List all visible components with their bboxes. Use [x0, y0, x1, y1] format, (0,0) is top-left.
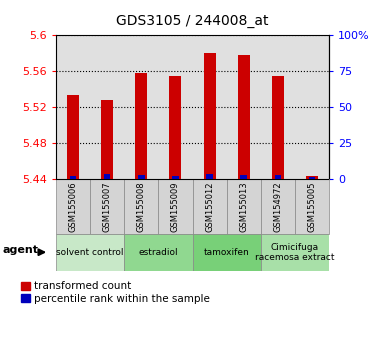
Bar: [192, 234, 261, 271]
Text: GSM155013: GSM155013: [239, 182, 248, 232]
Bar: [124, 234, 192, 271]
Bar: [261, 179, 295, 234]
Bar: [138, 175, 144, 179]
Text: GSM155009: GSM155009: [171, 182, 180, 232]
Bar: [206, 174, 213, 179]
Bar: [227, 35, 261, 179]
Bar: [124, 179, 158, 234]
Bar: [227, 179, 261, 234]
Bar: [158, 35, 192, 179]
Text: GSM155007: GSM155007: [102, 182, 112, 232]
Bar: [158, 179, 192, 234]
Bar: [192, 179, 227, 234]
Text: solvent control: solvent control: [56, 248, 124, 257]
Text: GSM154972: GSM154972: [273, 182, 283, 232]
Bar: [172, 176, 179, 179]
Bar: [261, 234, 329, 271]
Legend: transformed count, percentile rank within the sample: transformed count, percentile rank withi…: [21, 281, 210, 304]
Text: tamoxifen: tamoxifen: [204, 248, 249, 257]
Bar: [169, 76, 181, 179]
Text: GDS3105 / 244008_at: GDS3105 / 244008_at: [116, 14, 269, 28]
Bar: [70, 176, 76, 179]
Bar: [124, 35, 158, 179]
Bar: [192, 35, 227, 179]
Bar: [238, 55, 250, 179]
Bar: [56, 234, 124, 271]
Bar: [272, 76, 284, 179]
Bar: [241, 175, 247, 179]
Bar: [67, 95, 79, 179]
Bar: [309, 177, 315, 179]
Bar: [104, 174, 110, 179]
Text: GSM155005: GSM155005: [308, 182, 316, 232]
Bar: [295, 35, 329, 179]
Bar: [56, 35, 90, 179]
Bar: [56, 179, 90, 234]
Bar: [101, 100, 113, 179]
Text: agent: agent: [3, 245, 39, 255]
Bar: [275, 175, 281, 179]
Text: GSM155012: GSM155012: [205, 182, 214, 232]
Bar: [135, 73, 147, 179]
Bar: [90, 35, 124, 179]
Bar: [204, 53, 216, 179]
Text: GSM155006: GSM155006: [69, 182, 77, 232]
Text: estradiol: estradiol: [139, 248, 178, 257]
Bar: [261, 35, 295, 179]
Text: GSM155008: GSM155008: [137, 182, 146, 232]
Bar: [90, 179, 124, 234]
Text: Cimicifuga
racemosa extract: Cimicifuga racemosa extract: [255, 242, 335, 262]
Bar: [306, 176, 318, 179]
Bar: [295, 179, 329, 234]
